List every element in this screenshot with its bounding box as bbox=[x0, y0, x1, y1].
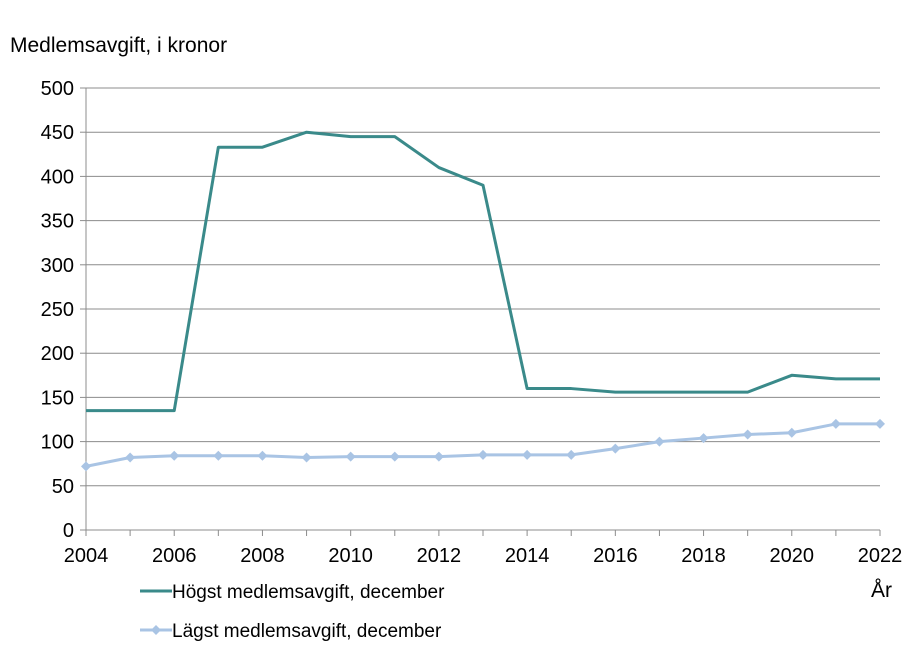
y-tick-label: 150 bbox=[41, 387, 74, 409]
y-tick-label: 100 bbox=[41, 432, 74, 454]
x-tick-label: 2006 bbox=[152, 545, 197, 567]
data-point-2-2011 bbox=[389, 451, 400, 462]
legend-label-2: Lägst medlemsavgift, december bbox=[172, 621, 442, 642]
y-tick-label: 400 bbox=[41, 166, 74, 188]
series-line-2 bbox=[85, 422, 880, 468]
data-point-2-2021 bbox=[830, 418, 841, 429]
legend-label-1: Högst medlemsavgift, december bbox=[172, 582, 445, 603]
x-tick-label: 2022 bbox=[858, 545, 903, 567]
x-tick-label: 2004 bbox=[64, 545, 109, 567]
x-tick-label: 2016 bbox=[593, 545, 638, 567]
legend-marker-2 bbox=[151, 625, 161, 635]
y-tick-labels: 0 50 100 150 200 250 300 350 400 450 500 bbox=[41, 78, 74, 542]
data-point-2-2008 bbox=[257, 450, 268, 461]
y-tick-label: 350 bbox=[41, 211, 74, 233]
data-point-2-2020 bbox=[786, 427, 797, 438]
data-point-2-2009 bbox=[301, 452, 312, 463]
y-tick-label: 450 bbox=[41, 122, 74, 144]
data-point-2-2006 bbox=[169, 450, 180, 461]
x-axis-title: År bbox=[871, 579, 892, 602]
x-tick-label: 2018 bbox=[681, 545, 726, 567]
y-tick-label: 200 bbox=[41, 343, 74, 365]
x-tick-label: 2010 bbox=[328, 545, 373, 567]
data-point-2-2015 bbox=[566, 449, 577, 460]
data-point-2-2004 bbox=[81, 461, 91, 472]
x-tick-label: 2020 bbox=[770, 545, 815, 567]
data-point-2-2018 bbox=[698, 433, 709, 444]
axes bbox=[80, 87, 881, 536]
data-point-2-2013 bbox=[478, 449, 488, 460]
y-tick-label: 0 bbox=[63, 520, 74, 542]
x-tick-labels: 2004 2006 2008 2010 2012 2014 2016 2018 2020 2022 bbox=[64, 545, 903, 567]
series-line-1 bbox=[86, 130, 880, 413]
data-point-2-2012 bbox=[433, 451, 444, 462]
gridlines bbox=[86, 87, 880, 487]
data-point-2-2022 bbox=[875, 418, 885, 429]
data-point-2-2010 bbox=[345, 451, 356, 462]
data-point-2-2017 bbox=[654, 436, 665, 447]
y-axis-title: Medlemsavgift, i kronor bbox=[10, 34, 227, 57]
y-tick-label: 500 bbox=[41, 78, 74, 100]
data-point-2-2007 bbox=[213, 450, 224, 461]
y-tick-label: 300 bbox=[41, 255, 74, 277]
data-point-2-2014 bbox=[522, 449, 533, 460]
series-lines bbox=[81, 130, 885, 472]
data-point-2-2019 bbox=[742, 429, 753, 440]
data-point-2-2005 bbox=[125, 452, 136, 463]
legend: Högst medlemsavgift, december Lägst medle… bbox=[140, 582, 445, 642]
data-point-2-2016 bbox=[610, 443, 621, 454]
y-tick-label: 50 bbox=[52, 476, 74, 498]
x-tick-label: 2008 bbox=[240, 545, 285, 567]
x-tick-label: 2014 bbox=[505, 545, 550, 567]
y-tick-label: 250 bbox=[41, 299, 74, 321]
x-tick-label: 2012 bbox=[417, 545, 462, 567]
